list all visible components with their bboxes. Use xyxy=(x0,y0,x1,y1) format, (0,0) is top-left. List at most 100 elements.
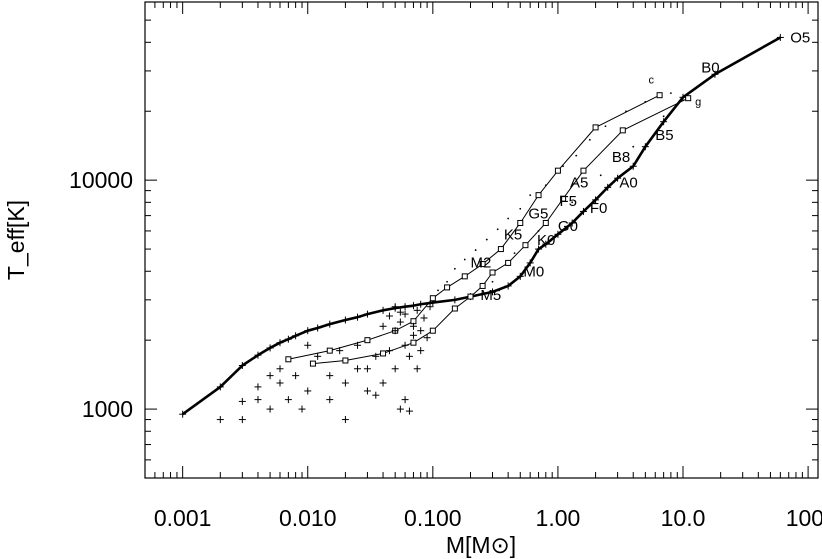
plus-marker xyxy=(266,372,274,380)
y-tick-label: 1000 xyxy=(82,396,133,422)
plus-marker xyxy=(641,143,649,151)
square-marker xyxy=(619,127,626,134)
annotations: O5 B0 B5 B8 A0 A5 F5 F0 G5 G0 K5 K0 M2 M0 M5 c g xyxy=(470,29,810,304)
series-scatter xyxy=(216,303,434,424)
dot-marker xyxy=(529,194,532,197)
dot-marker xyxy=(519,207,522,210)
plus-marker xyxy=(341,416,349,424)
plus-marker xyxy=(276,339,284,347)
square-marker xyxy=(560,195,567,202)
plus-marker xyxy=(409,331,417,339)
square-marker xyxy=(380,350,387,357)
dot-marker xyxy=(575,154,578,157)
square-marker xyxy=(580,167,587,174)
dot-marker xyxy=(453,267,456,270)
dot-marker xyxy=(599,174,602,177)
plus-marker xyxy=(379,379,387,387)
plus-marker xyxy=(391,327,399,335)
square-marker xyxy=(285,356,292,363)
plus-marker xyxy=(423,334,431,342)
dot-marker xyxy=(537,230,540,232)
square-marker xyxy=(429,295,436,302)
annotation-label: A5 xyxy=(570,174,588,191)
plus-marker xyxy=(216,383,224,391)
plus-marker xyxy=(354,341,362,349)
plus-marker xyxy=(179,410,187,418)
axes xyxy=(144,1,819,479)
plus-marker xyxy=(326,372,334,380)
annotation-label: G0 xyxy=(558,218,578,235)
plus-marker xyxy=(276,365,284,373)
plus-marker xyxy=(341,316,349,324)
plus-marker xyxy=(401,303,409,311)
plus-marker xyxy=(604,183,612,191)
dot-marker xyxy=(604,125,607,128)
square-marker xyxy=(542,219,549,226)
plus-marker xyxy=(401,341,409,349)
y-tick-label: 10000 xyxy=(69,167,133,193)
plus-marker xyxy=(266,405,274,413)
plus-marker xyxy=(372,391,380,399)
plus-marker xyxy=(711,70,719,78)
annotation-label: B0 xyxy=(701,60,719,77)
annotation-label: K0 xyxy=(537,232,555,249)
square-marker xyxy=(535,192,542,199)
plus-marker xyxy=(516,272,524,280)
dot-marker xyxy=(644,100,647,103)
plus-marker xyxy=(629,162,637,170)
annotation-label: O5 xyxy=(790,29,810,46)
annotation-label: A0 xyxy=(619,174,637,191)
x-tick-label: 0.100 xyxy=(404,505,462,531)
square-marker xyxy=(429,327,436,334)
square-marker xyxy=(461,273,468,280)
plus-marker xyxy=(554,230,562,238)
x-tick-label: 0.010 xyxy=(279,505,337,531)
plus-marker xyxy=(254,383,262,391)
dot-marker xyxy=(446,280,448,283)
plus-marker xyxy=(614,174,622,182)
plus-marker xyxy=(266,344,274,352)
annotation-label: g xyxy=(695,96,701,108)
plus-marker xyxy=(341,379,349,387)
plus-marker xyxy=(363,387,371,395)
dot-marker xyxy=(474,249,477,251)
plus-marker xyxy=(396,308,404,316)
square-marker xyxy=(497,246,504,253)
plus-marker xyxy=(276,379,284,387)
dot-marker xyxy=(669,92,672,95)
dot-marker xyxy=(491,280,494,283)
plus-marker xyxy=(401,310,409,318)
plus-marker xyxy=(405,352,413,360)
plus-marker xyxy=(409,302,417,310)
square-marker xyxy=(479,261,486,268)
series-dotted-scatter xyxy=(437,92,672,292)
plus-marker xyxy=(372,352,380,360)
plus-marker xyxy=(579,207,587,215)
square-marker xyxy=(309,360,316,367)
annotation-label: M2 xyxy=(470,255,491,272)
plus-marker xyxy=(409,322,417,330)
x-tick-label: 0.001 xyxy=(154,505,212,531)
plus-marker xyxy=(396,318,404,326)
plus-marker xyxy=(363,365,371,373)
square-marker xyxy=(467,293,474,300)
series-thin-line xyxy=(309,95,692,367)
plus-marker xyxy=(420,314,428,322)
square-marker xyxy=(410,339,417,346)
x-axis-title: M[M⊙] xyxy=(446,532,516,558)
square-marker xyxy=(554,167,561,174)
plus-marker xyxy=(391,365,399,373)
annotation-label: c xyxy=(649,74,655,86)
dot-marker xyxy=(632,145,635,148)
square-marker xyxy=(444,284,451,291)
square-marker xyxy=(489,269,496,276)
plus-marker xyxy=(326,320,334,328)
square-marker xyxy=(479,282,486,289)
plus-marker xyxy=(304,341,312,349)
dot-marker xyxy=(625,110,627,113)
dot-marker xyxy=(496,228,499,231)
plus-marker xyxy=(526,259,534,267)
plus-marker xyxy=(326,396,334,404)
dot-marker xyxy=(562,165,564,168)
plus-marker xyxy=(405,407,413,415)
